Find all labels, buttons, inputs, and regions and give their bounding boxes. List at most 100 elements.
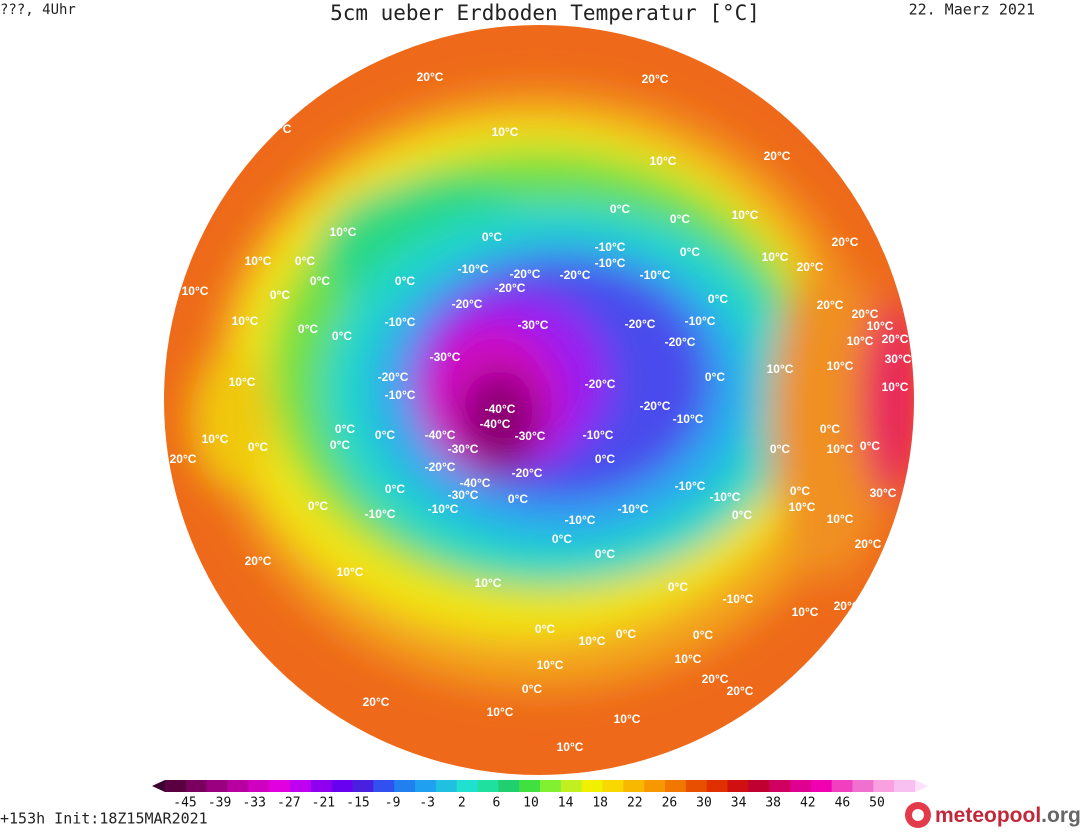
colorbar-box — [623, 780, 645, 792]
colorbar-box — [290, 780, 312, 792]
colorbar-tick: -9 — [385, 796, 401, 811]
colorbar-box — [310, 780, 333, 792]
colorbar-tick: -39 — [208, 796, 231, 811]
contour-label: -10°C — [595, 256, 626, 270]
contour-label: -20°C — [378, 370, 409, 384]
contour-label: 30°C — [885, 352, 912, 366]
colorbar-arrow — [152, 780, 165, 792]
colorbar-arrow — [915, 780, 928, 792]
contour-label: -10°C — [565, 513, 596, 527]
colorbar-box — [810, 780, 833, 792]
contour-label: 0°C — [610, 202, 630, 216]
contour-label: -10°C — [723, 592, 754, 606]
contour-label: -30°C — [448, 442, 479, 456]
contour-label: 0°C — [295, 254, 315, 268]
colorbar-tick: -3 — [419, 796, 435, 811]
contour-label: -20°C — [495, 281, 526, 295]
contour-label: 30°C — [870, 486, 897, 500]
contour-label: 0°C — [790, 484, 810, 498]
contour-label: -30°C — [430, 350, 461, 364]
colorbar-box — [456, 780, 478, 792]
contour-label: 0°C — [535, 622, 555, 636]
colorbar-box — [352, 780, 374, 792]
contour-label: -20°C — [425, 460, 456, 474]
colorbar-box — [560, 780, 583, 792]
contour-label: 0°C — [330, 438, 350, 452]
contour-label: 0°C — [310, 274, 330, 288]
contour-label: -40°C — [425, 428, 456, 442]
contour-label: 0°C — [670, 212, 690, 226]
contour-label: 10°C — [732, 208, 759, 222]
contour-label: 0°C — [308, 499, 328, 513]
contour-label: 0°C — [335, 422, 355, 436]
colorbar-tick: 30 — [696, 796, 712, 811]
colorbar-box — [831, 780, 853, 792]
run-info: +153h Init:18Z15MAR2021 — [0, 810, 208, 828]
colorbar-tick: -15 — [346, 796, 369, 811]
colorbar-box — [602, 780, 624, 792]
contour-label: 20°C — [363, 695, 390, 709]
contour-label: 20°C — [170, 452, 197, 466]
colorbar-tick: 10 — [523, 796, 539, 811]
colorbar-box — [415, 780, 437, 792]
contour-label: 0°C — [770, 442, 790, 456]
contour-label: 10°C — [789, 500, 816, 514]
contour-label: -20°C — [665, 335, 696, 349]
contour-label: 10°C — [827, 359, 854, 373]
contour-label: -10°C — [365, 507, 396, 521]
colorbar-tick: 6 — [492, 796, 500, 811]
contour-label: 10°C — [827, 442, 854, 456]
contour-label: 0°C — [820, 422, 840, 436]
contour-label: 10°C — [827, 512, 854, 526]
contour-label: 0°C — [595, 547, 615, 561]
date: 22. Maerz 2021 — [909, 1, 1035, 19]
colorbar-box — [269, 780, 291, 792]
contour-label: 0°C — [708, 292, 728, 306]
colorbar-tick: 50 — [869, 796, 885, 811]
contour-label: 0°C — [298, 322, 318, 336]
contour-label: 0°C — [860, 439, 880, 453]
contour-label: -20°C — [640, 399, 671, 413]
contour-label: -10°C — [710, 490, 741, 504]
contour-label: -10°C — [458, 262, 489, 276]
contour-label: 10°C — [337, 565, 364, 579]
colorbar-box — [581, 780, 603, 792]
contour-label: 0°C — [385, 482, 405, 496]
contour-label: -10°C — [685, 314, 716, 328]
contour-label: 20°C — [832, 235, 859, 249]
colorbar-box — [498, 780, 520, 792]
contour-label: 0°C — [732, 508, 752, 522]
contour-label: 0°C — [595, 452, 615, 466]
colorbar-box — [685, 780, 708, 792]
contour-label: 0°C — [668, 580, 688, 594]
colorbar-box — [540, 780, 562, 792]
contour-label: -10°C — [640, 268, 671, 282]
contour-label: 10°C — [579, 634, 606, 648]
colorbar-box — [206, 780, 228, 792]
contour-label: 10°C — [182, 284, 209, 298]
contour-label: -20°C — [512, 466, 543, 480]
contour-label: 20°C — [855, 537, 882, 551]
contour-label: -40°C — [480, 417, 511, 431]
colorbar-box — [727, 780, 749, 792]
contour-label: 10°C — [847, 334, 874, 348]
contour-label: -40°C — [485, 402, 516, 416]
contour-label: 10°C — [792, 605, 819, 619]
contour-label: 0°C — [248, 440, 268, 454]
contour-label: 0°C — [395, 274, 415, 288]
colorbar-box — [248, 780, 270, 792]
colorbar-box — [706, 780, 728, 792]
colorbar-tick: 2 — [458, 796, 466, 811]
logo-text: meteopool.org — [935, 804, 1080, 827]
contour-label: 10°C — [330, 225, 357, 239]
contour-label: 10°C — [475, 576, 502, 590]
contour-label: -30°C — [518, 318, 549, 332]
contour-label: -10°C — [583, 428, 614, 442]
contour-label: 10°C — [229, 375, 256, 389]
colorbar-tick: -33 — [242, 796, 265, 811]
colorbar-tick: 38 — [765, 796, 781, 811]
colorbar-tick: 34 — [731, 796, 747, 811]
contour-label: 20°C — [764, 149, 791, 163]
contour-label: -20°C — [560, 268, 591, 282]
